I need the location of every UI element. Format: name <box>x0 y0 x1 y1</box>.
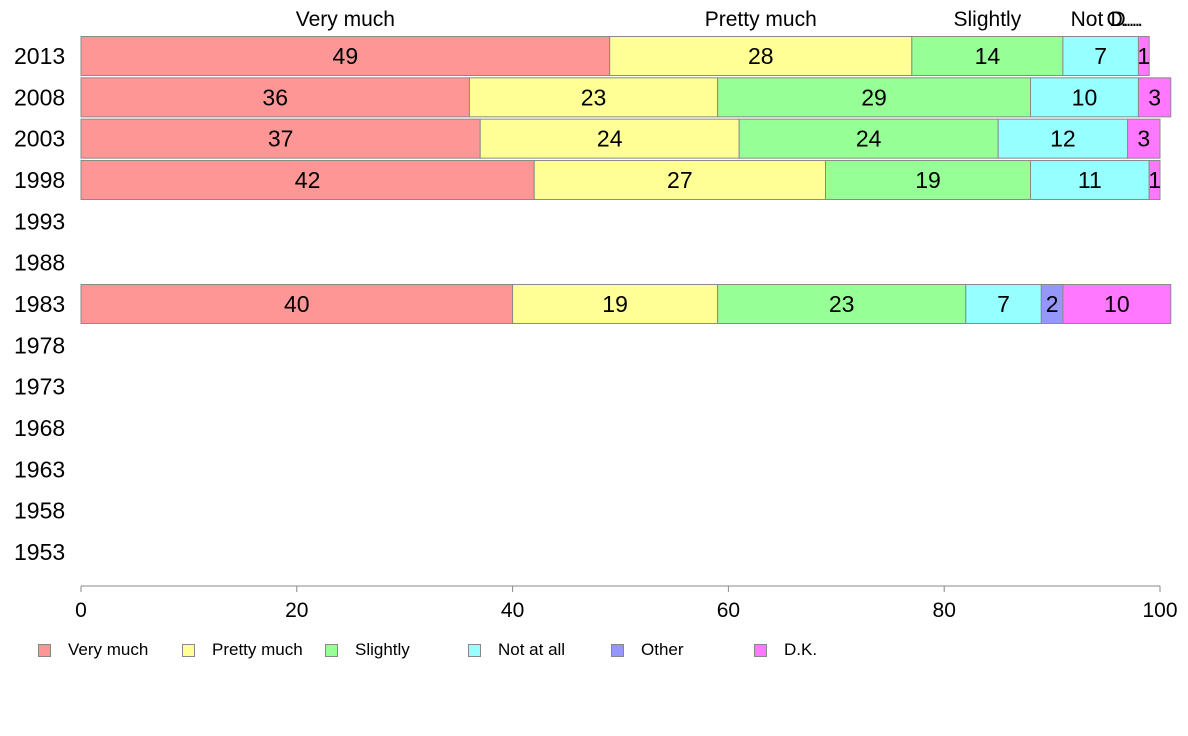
y-tick-label: 1973 <box>14 374 65 400</box>
y-tick-label: 1963 <box>14 456 65 482</box>
legend-item: Slightly <box>325 638 410 662</box>
data-label: 1 <box>1137 43 1150 69</box>
bar-segment <box>479 118 740 159</box>
bar-segment <box>1062 283 1172 324</box>
data-label: 2 <box>1046 291 1059 317</box>
bar-segment <box>1127 118 1161 159</box>
y-tick-label: 1993 <box>14 208 65 234</box>
data-label: 37 <box>268 126 294 152</box>
chart-legend: Very much Pretty much Slightly Not at all Ot… <box>38 638 1138 662</box>
x-tick-label: 40 <box>501 599 524 622</box>
y-tick-label: 2013 <box>14 43 65 69</box>
data-label: 1 <box>1148 167 1161 193</box>
data-label: 23 <box>581 84 607 110</box>
bar-segment <box>911 36 1064 76</box>
bar-segment <box>1137 36 1150 76</box>
legend-swatch <box>754 643 767 657</box>
legend-swatch <box>38 643 51 657</box>
data-label: 23 <box>829 291 855 317</box>
y-tick-label: 2003 <box>14 126 65 152</box>
data-label: 19 <box>915 167 941 193</box>
legend-swatch <box>468 643 481 657</box>
data-label: 10 <box>1104 291 1130 317</box>
x-tick-label: 60 <box>717 599 740 622</box>
top-label: Slightly <box>954 8 1022 31</box>
y-tick-label: 1958 <box>14 498 65 524</box>
bar-segment <box>1137 77 1172 118</box>
top-label: Pretty much <box>705 8 817 31</box>
bar-segment <box>80 283 514 324</box>
data-label: 3 <box>1148 84 1161 110</box>
legend-item: Pretty much <box>182 638 303 662</box>
data-label: 14 <box>975 43 1001 69</box>
data-label: 7 <box>997 291 1010 317</box>
bar-segment <box>80 36 611 76</box>
data-label: 49 <box>333 43 359 69</box>
y-tick-label: 1998 <box>14 167 65 193</box>
bar-segment <box>80 77 470 118</box>
top-label: D... <box>1110 8 1143 31</box>
legend-swatch <box>611 643 624 657</box>
bar-segment <box>965 283 1042 324</box>
data-label: 36 <box>262 84 288 110</box>
y-tick-label: 2008 <box>14 84 65 110</box>
legend-label: Not at all <box>498 640 566 659</box>
legend-swatch <box>325 643 338 657</box>
x-tick-label: 0 <box>75 599 87 622</box>
x-tick-label: 80 <box>933 599 956 622</box>
data-label: 24 <box>597 126 623 152</box>
bar-segment <box>609 36 913 76</box>
legend-label: Pretty much <box>212 640 303 659</box>
top-label: Very much <box>296 8 395 31</box>
y-tick-label: 1978 <box>14 332 65 358</box>
bar-segment <box>738 118 999 159</box>
data-label: 7 <box>1094 43 1107 69</box>
bar-segment <box>80 118 481 159</box>
top-label: O... <box>1106 8 1140 31</box>
data-label: 24 <box>856 126 882 152</box>
legend-label: D.K. <box>784 640 818 659</box>
y-tick-label: 1988 <box>14 250 65 276</box>
bar-segment <box>717 77 1032 118</box>
data-label: 29 <box>861 84 887 110</box>
y-tick-label: 1983 <box>14 291 65 317</box>
bar-segment <box>468 77 719 118</box>
bar-segment <box>1030 77 1139 118</box>
x-tick-label: 20 <box>285 599 308 622</box>
data-label: 42 <box>295 167 321 193</box>
legend-item: Not at all <box>468 638 565 662</box>
data-label: 12 <box>1050 126 1076 152</box>
x-tick-label: 100 <box>1142 599 1177 622</box>
legend-swatch <box>182 643 195 657</box>
data-label: 3 <box>1137 126 1150 152</box>
legend-label: Other <box>641 640 684 659</box>
bar-segment <box>997 118 1129 159</box>
bar-segment <box>512 283 719 324</box>
data-label: 10 <box>1072 84 1098 110</box>
bar-segment <box>1148 159 1161 200</box>
data-label: 28 <box>748 43 774 69</box>
legend-item: Other <box>611 638 684 662</box>
bar-segment <box>1030 159 1150 200</box>
legend-label: Very much <box>68 640 149 659</box>
data-label: 19 <box>602 291 628 317</box>
bar-segment <box>80 159 535 200</box>
data-label: 11 <box>1078 167 1102 193</box>
y-tick-label: 1953 <box>14 539 65 565</box>
legend-item: Very much <box>38 638 148 662</box>
legend-label: Slightly <box>355 640 410 659</box>
top-label: Not ... <box>1071 8 1127 31</box>
data-label: 27 <box>667 167 693 193</box>
legend-item: D.K. <box>754 638 817 662</box>
data-label: 40 <box>284 291 310 317</box>
y-tick-label: 1968 <box>14 415 65 441</box>
